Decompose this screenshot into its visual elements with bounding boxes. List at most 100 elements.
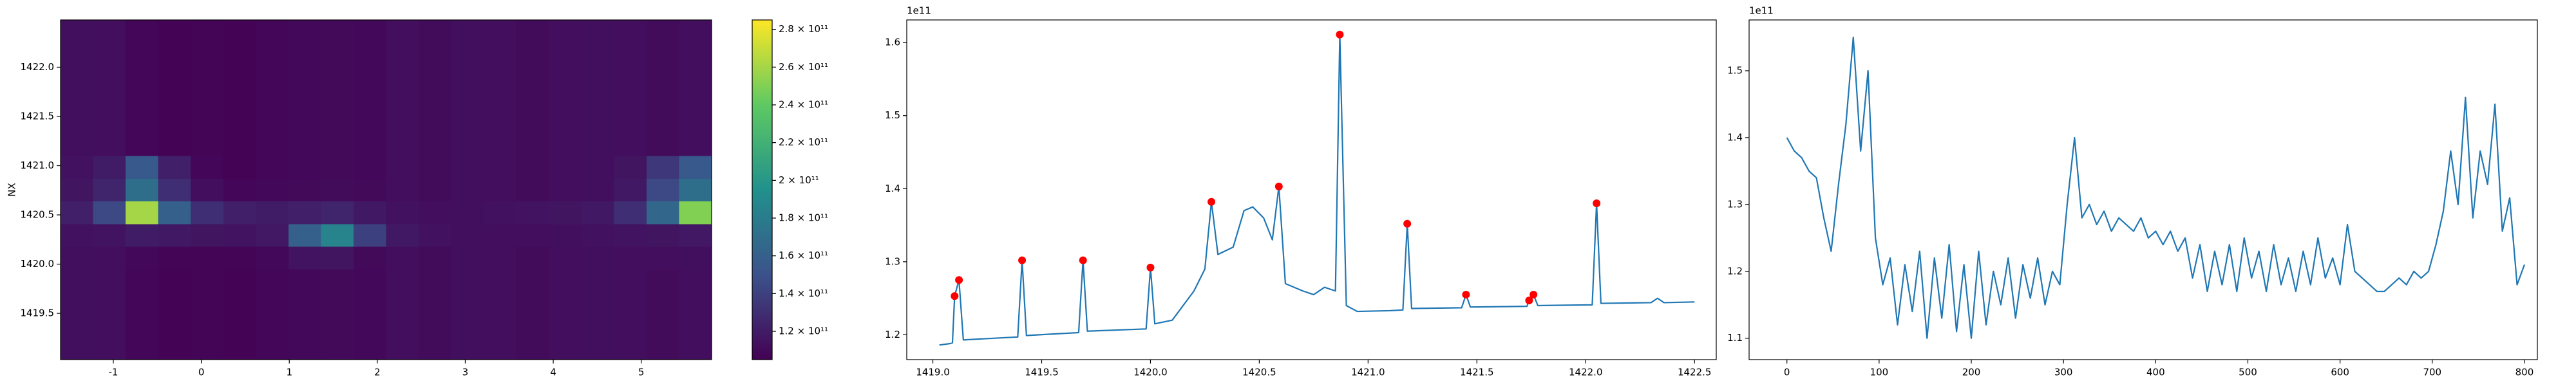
colorbar: [752, 19, 773, 360]
heat-cell: [353, 133, 386, 156]
x-tick-label: 1422.0: [1569, 367, 1603, 378]
heat-cell: [549, 178, 582, 202]
heat-cell: [386, 314, 419, 338]
heat-cell: [256, 291, 289, 315]
heat-cell: [646, 110, 679, 134]
heat-cell: [386, 269, 419, 292]
heat-cell: [93, 133, 126, 156]
heat-cell: [451, 269, 484, 292]
heat-cell: [386, 42, 419, 66]
heat-cell: [614, 291, 647, 315]
heat-cell: [386, 201, 419, 225]
heat-cell: [386, 87, 419, 111]
heat-cell: [158, 314, 191, 338]
heat-cell: [256, 156, 289, 179]
heat-cell: [191, 336, 224, 360]
heat-cell: [516, 156, 549, 179]
heat-cell: [614, 201, 647, 225]
x-tick-label: 2: [374, 367, 381, 378]
heat-cell: [61, 178, 94, 202]
heat-cell: [256, 246, 289, 270]
x-tick-label: 1420.0: [1133, 367, 1168, 378]
axes-frame: [906, 19, 1717, 360]
heat-cell: [614, 246, 647, 270]
heat-cell: [126, 201, 159, 225]
heat-cell: [191, 42, 224, 66]
heat-cell: [646, 269, 679, 292]
heat-cell: [61, 42, 94, 66]
x-tick-label: 3: [462, 367, 469, 378]
heat-cell: [126, 65, 159, 89]
heat-cell: [614, 223, 647, 247]
peak-marker: [955, 276, 963, 284]
x-tick-label: 200: [1962, 367, 1981, 378]
peak-marker: [1146, 263, 1155, 271]
x-tick-label: 300: [2054, 367, 2073, 378]
heat-cell: [549, 314, 582, 338]
heat-cell: [516, 223, 549, 247]
heat-cell: [93, 42, 126, 66]
heat-cell: [386, 133, 419, 156]
heat-cell: [353, 336, 386, 360]
peak-marker: [1274, 182, 1283, 190]
heat-cell: [126, 246, 159, 270]
heat-cell: [126, 178, 159, 202]
data-line: [939, 33, 1695, 346]
heat-cell: [256, 314, 289, 338]
heat-cell: [484, 87, 517, 111]
heat-cell: [549, 20, 582, 43]
heat-cell: [646, 201, 679, 225]
heat-cell: [256, 65, 289, 89]
heat-cell: [288, 336, 321, 360]
heat-cell: [679, 42, 712, 66]
heat-cell: [353, 65, 386, 89]
heat-cell: [646, 336, 679, 360]
heat-cell: [484, 201, 517, 225]
heat-cell: [321, 133, 354, 156]
heat-cell: [386, 20, 419, 43]
x-tick-label: 800: [2515, 367, 2534, 378]
heat-cell: [353, 87, 386, 111]
y-tick-label: 1.5: [885, 109, 900, 121]
heat-cell: [419, 87, 452, 111]
colorbar-tick-label: 2.6 × 10¹¹: [779, 61, 828, 73]
heat-cell: [288, 223, 321, 247]
heat-cell: [581, 336, 614, 360]
heat-cell: [614, 65, 647, 89]
heat-cell: [484, 314, 517, 338]
heat-cell: [451, 133, 484, 156]
heat-cell: [191, 87, 224, 111]
y-tick-label: 1.5: [1727, 64, 1743, 76]
heat-cell: [451, 65, 484, 89]
heat-cell: [516, 87, 549, 111]
heat-cell: [93, 178, 126, 202]
heat-cell: [321, 291, 354, 315]
heat-cell: [451, 201, 484, 225]
heat-cell: [614, 336, 647, 360]
heat-cell: [321, 336, 354, 360]
x-tick-label: 1421.5: [1460, 367, 1494, 378]
x-tick-label: 1421.0: [1351, 367, 1385, 378]
peak-marker: [1530, 290, 1538, 299]
heat-cell: [158, 20, 191, 43]
heat-cell: [581, 110, 614, 134]
heat-cell: [451, 156, 484, 179]
heat-cell: [581, 201, 614, 225]
heat-cell: [353, 178, 386, 202]
heat-cell: [451, 110, 484, 134]
heat-cell: [679, 133, 712, 156]
heat-cell: [419, 178, 452, 202]
heat-cell: [223, 110, 256, 134]
heat-cell: [223, 336, 256, 360]
heat-cell: [353, 20, 386, 43]
heat-cell: [386, 336, 419, 360]
heat-cell: [223, 42, 256, 66]
heat-cell: [256, 269, 289, 292]
heat-cell: [93, 156, 126, 179]
peak-marker: [1336, 30, 1344, 39]
peak-marker: [1525, 297, 1533, 305]
heat-cell: [419, 269, 452, 292]
peak-marker: [1079, 256, 1087, 264]
